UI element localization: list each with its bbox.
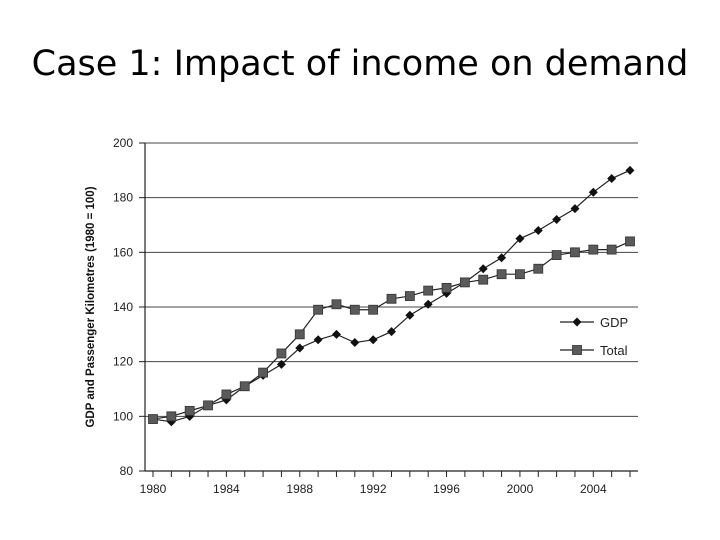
point-gdp-1992 (368, 335, 378, 345)
x-tick-label-1984: 1984 (213, 482, 240, 496)
point-total-1982 (184, 405, 195, 416)
point-total-1997 (459, 277, 470, 288)
point-total-1998 (478, 274, 489, 285)
point-gdp-1991 (350, 338, 360, 348)
legend-label-total: Total (600, 343, 628, 358)
series-layer (148, 165, 635, 427)
legend-item-total: Total (560, 343, 628, 358)
legend-item-gdp: GDP (560, 315, 628, 330)
x-tick-label-1988: 1988 (286, 482, 313, 496)
point-total-1995 (423, 285, 434, 296)
point-gdp-2003 (570, 204, 580, 214)
point-total-1981 (166, 411, 177, 422)
grid-lines (145, 142, 638, 472)
point-total-1986 (258, 367, 268, 378)
point-gdp-1988 (295, 343, 305, 353)
point-total-1988 (294, 329, 305, 340)
point-total-2003 (570, 247, 580, 258)
legend-marker-total (572, 345, 582, 355)
point-total-2004 (588, 244, 599, 255)
axes: 80 100 120 140 160 180 200 1980 1984 1988 1992 1996… (113, 136, 638, 496)
x-tick-label-2004: 2004 (580, 482, 607, 496)
x-tick-label-1980: 1980 (140, 482, 167, 496)
y-tick-label-140: 140 (113, 300, 133, 314)
point-gdp-2002 (552, 215, 562, 225)
point-total-2005 (606, 244, 617, 255)
point-total-1994 (404, 291, 415, 301)
point-gdp-2000 (515, 234, 525, 244)
point-gdp-1993 (387, 327, 396, 337)
point-total-2002 (551, 250, 562, 260)
point-gdp-1990 (331, 329, 341, 339)
y-tick-label-200: 200 (113, 136, 133, 150)
point-gdp-2005 (607, 174, 617, 184)
point-gdp-1995 (423, 299, 433, 309)
x-tick-label-2000: 2000 (507, 482, 534, 496)
point-gdp-2001 (533, 225, 543, 235)
point-total-1983 (203, 400, 213, 411)
point-total-1984 (221, 389, 232, 400)
y-tick-label-180: 180 (113, 191, 133, 205)
point-total-1990 (331, 299, 342, 310)
x-tick-label-1992: 1992 (360, 482, 387, 496)
point-total-1989 (313, 304, 324, 315)
point-total-1993 (386, 293, 397, 304)
point-total-1987 (276, 348, 287, 359)
point-total-1985 (239, 381, 250, 392)
series-total (148, 236, 635, 424)
y-tick-label-120: 120 (113, 355, 133, 369)
point-total-1980 (148, 414, 158, 424)
point-gdp-1998 (478, 264, 488, 274)
point-gdp-1987 (276, 359, 286, 369)
y-axis-title: GDP and Passenger Kilometres (1980 = 100… (85, 186, 97, 427)
point-gdp-1989 (313, 335, 323, 345)
point-total-2006 (625, 236, 635, 247)
point-total-1996 (441, 282, 452, 293)
y-tick-label-80: 80 (120, 464, 134, 478)
y-tick-label-100: 100 (113, 409, 133, 423)
point-total-1991 (349, 304, 360, 315)
point-gdp-2004 (588, 187, 598, 197)
legend-label-gdp: GDP (600, 315, 628, 330)
point-gdp-2006 (625, 165, 635, 175)
point-gdp-1999 (497, 253, 507, 263)
legend-marker-gdp (572, 317, 582, 327)
y-tick-label-160: 160 (113, 245, 133, 259)
point-total-1992 (368, 304, 379, 315)
legend: GDP Total (560, 315, 628, 358)
slide-title: Case 1: Impact of income on demand (31, 44, 689, 84)
point-total-1999 (496, 269, 507, 280)
point-total-2000 (515, 269, 525, 280)
point-gdp-1994 (405, 310, 415, 320)
point-total-2001 (533, 263, 544, 274)
x-tick-label-1996: 1996 (433, 482, 460, 496)
